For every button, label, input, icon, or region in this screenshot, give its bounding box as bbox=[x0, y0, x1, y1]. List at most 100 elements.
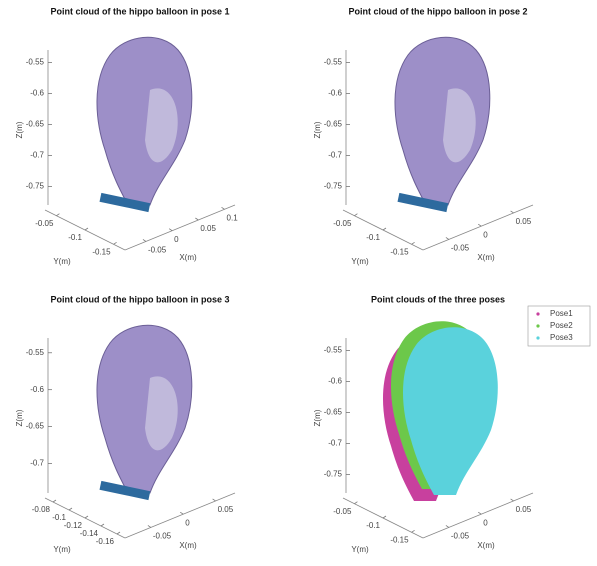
z-tick-label: -0.6 bbox=[30, 89, 44, 98]
x-tick-label: 0.1 bbox=[227, 213, 239, 222]
x-axis bbox=[423, 493, 533, 538]
y-tick-label: -0.15 bbox=[390, 535, 409, 544]
panel-title: Point clouds of the three poses bbox=[371, 294, 505, 304]
y-axis-label: Y(m) bbox=[351, 257, 369, 266]
x-axis bbox=[125, 493, 235, 538]
legend-label: Pose3 bbox=[550, 333, 573, 342]
z-axis-label: Z(m) bbox=[15, 121, 24, 138]
x-tick bbox=[148, 525, 151, 527]
z-tick-label: -0.65 bbox=[26, 422, 45, 431]
x-tick-label: 0 bbox=[483, 230, 488, 239]
y-tick-label: -0.1 bbox=[366, 233, 380, 242]
z-tick-label: -0.65 bbox=[324, 408, 343, 417]
y-tick bbox=[101, 524, 104, 526]
y-tick bbox=[383, 516, 386, 518]
y-tick bbox=[69, 508, 72, 510]
x-tick bbox=[143, 239, 146, 241]
x-axis-label: X(m) bbox=[477, 253, 495, 262]
y-axis-label: Y(m) bbox=[53, 257, 71, 266]
y-tick bbox=[53, 500, 56, 502]
z-tick-label: -0.75 bbox=[26, 182, 45, 191]
x-tick-label: 0 bbox=[185, 518, 190, 527]
z-tick-label: -0.75 bbox=[324, 470, 343, 479]
x-tick-label: 0 bbox=[483, 518, 488, 527]
x-tick bbox=[213, 499, 216, 501]
y-tick-label: -0.16 bbox=[96, 537, 115, 546]
y-axis-label: Y(m) bbox=[351, 545, 369, 554]
x-tick bbox=[180, 512, 183, 514]
x-tick-label: -0.05 bbox=[153, 532, 172, 541]
legend-label: Pose1 bbox=[550, 309, 573, 318]
y-tick-label: -0.05 bbox=[35, 219, 54, 228]
y-tick-label: -0.05 bbox=[333, 507, 352, 516]
z-tick-label: -0.6 bbox=[328, 89, 342, 98]
x-tick-label: -0.05 bbox=[451, 532, 470, 541]
z-tick-label: -0.65 bbox=[324, 120, 343, 129]
y-tick-label: -0.1 bbox=[68, 233, 82, 242]
x-tick-label: 0.05 bbox=[516, 505, 532, 514]
z-tick-label: -0.55 bbox=[26, 348, 45, 357]
x-tick bbox=[446, 525, 449, 527]
x-tick-label: 0.05 bbox=[218, 505, 234, 514]
z-tick-label: -0.7 bbox=[328, 151, 342, 160]
panel-title: Point cloud of the hippo balloon in pose… bbox=[51, 6, 230, 16]
x-tick bbox=[511, 211, 514, 213]
y-tick bbox=[117, 532, 120, 534]
x-tick bbox=[169, 229, 172, 231]
panel: Point cloud of the hippo balloon in pose… bbox=[15, 6, 238, 266]
x-tick bbox=[446, 237, 449, 239]
z-axis-label: Z(m) bbox=[313, 409, 322, 426]
y-tick-label: -0.15 bbox=[92, 247, 111, 256]
x-axis-label: X(m) bbox=[179, 541, 197, 550]
z-tick-label: -0.75 bbox=[324, 182, 343, 191]
y-tick bbox=[56, 214, 59, 216]
panel: Point clouds of the three posesPose1Pose… bbox=[313, 294, 590, 554]
y-tick bbox=[412, 242, 415, 244]
z-tick-label: -0.7 bbox=[30, 151, 44, 160]
x-tick bbox=[511, 499, 514, 501]
x-tick-label: -0.05 bbox=[148, 246, 167, 255]
x-axis-label: X(m) bbox=[477, 541, 495, 550]
z-tick-label: -0.7 bbox=[30, 459, 44, 468]
z-axis-label: Z(m) bbox=[313, 121, 322, 138]
legend-marker bbox=[536, 312, 539, 315]
z-tick-label: -0.65 bbox=[26, 120, 45, 129]
x-tick-label: 0.05 bbox=[516, 217, 532, 226]
z-axis-label: Z(m) bbox=[15, 409, 24, 426]
x-tick bbox=[222, 207, 225, 209]
z-tick-label: -0.6 bbox=[30, 385, 44, 394]
z-tick-label: -0.55 bbox=[324, 346, 343, 355]
figure: Point cloud of the hippo balloon in pose… bbox=[0, 0, 597, 566]
legend-marker bbox=[536, 336, 539, 339]
y-tick-label: -0.08 bbox=[32, 505, 51, 514]
x-axis bbox=[125, 205, 235, 250]
x-tick bbox=[478, 512, 481, 514]
x-tick bbox=[195, 218, 198, 220]
y-tick bbox=[383, 228, 386, 230]
x-tick-label: 0 bbox=[174, 235, 179, 244]
z-tick-label: -0.55 bbox=[26, 58, 45, 67]
panel-title: Point cloud of the hippo balloon in pose… bbox=[349, 6, 528, 16]
y-axis-label: Y(m) bbox=[53, 545, 71, 554]
y-tick-label: -0.15 bbox=[390, 247, 409, 256]
y-tick bbox=[114, 242, 117, 244]
panel: Point cloud of the hippo balloon in pose… bbox=[15, 294, 235, 554]
y-tick bbox=[354, 214, 357, 216]
y-tick bbox=[85, 228, 88, 230]
legend-label: Pose2 bbox=[550, 321, 573, 330]
x-tick bbox=[478, 224, 481, 226]
panel: Point cloud of the hippo balloon in pose… bbox=[313, 6, 533, 266]
y-tick bbox=[412, 530, 415, 532]
y-tick bbox=[85, 516, 88, 518]
legend: Pose1 Pose2 Pose3 bbox=[528, 306, 590, 346]
x-axis-label: X(m) bbox=[179, 253, 197, 262]
panel-title: Point cloud of the hippo balloon in pose… bbox=[51, 294, 230, 304]
z-tick-label: -0.7 bbox=[328, 439, 342, 448]
z-tick-label: -0.6 bbox=[328, 377, 342, 386]
x-tick-label: 0.05 bbox=[200, 224, 216, 233]
x-tick-label: -0.05 bbox=[451, 244, 470, 253]
y-tick-label: -0.05 bbox=[333, 219, 352, 228]
x-axis bbox=[423, 205, 533, 250]
legend-marker bbox=[536, 324, 539, 327]
z-tick-label: -0.55 bbox=[324, 58, 343, 67]
